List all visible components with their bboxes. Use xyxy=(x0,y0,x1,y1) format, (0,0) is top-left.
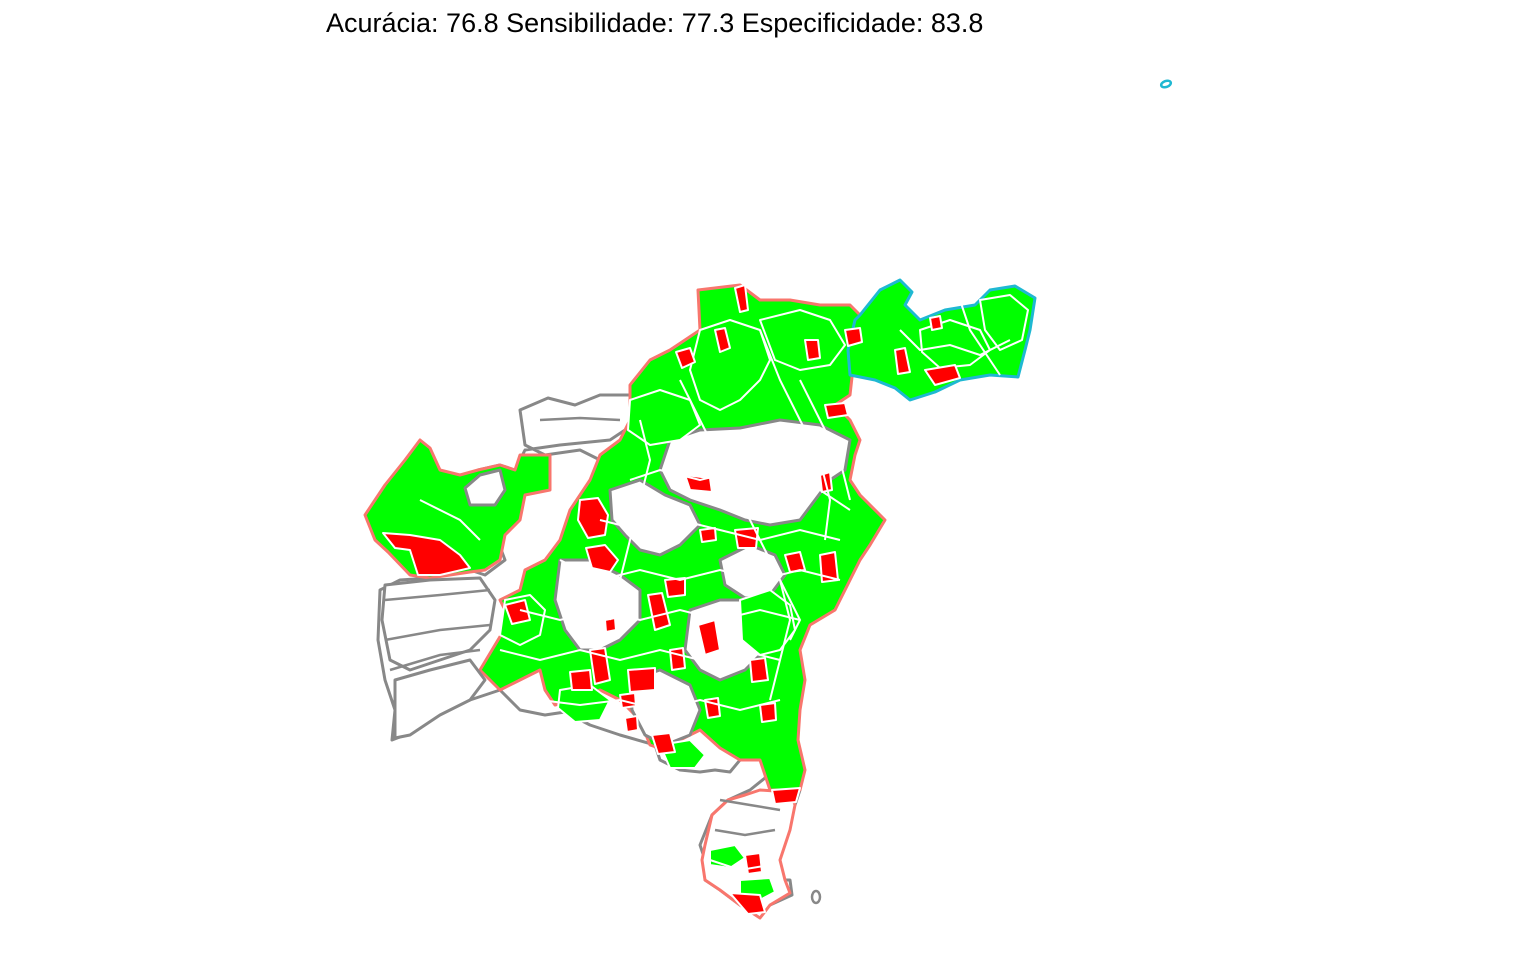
miss-31 xyxy=(624,715,639,733)
border-13 xyxy=(719,809,781,852)
grey-patch-1 xyxy=(658,418,852,527)
grey-island xyxy=(810,889,822,905)
miss-4 xyxy=(734,284,749,313)
miss-5 xyxy=(675,347,696,369)
border-14 xyxy=(709,859,771,872)
miss-19 xyxy=(664,577,686,598)
miss-33 xyxy=(651,732,676,755)
plot-title: Acurácia: 76.8 Sensibilidade: 77.3 Espec… xyxy=(326,8,984,38)
grey-border-6 xyxy=(714,828,776,837)
border-15 xyxy=(419,499,481,541)
miss-20 xyxy=(647,592,671,631)
border-12 xyxy=(959,299,1001,376)
border-11 xyxy=(899,329,1011,357)
miss-21 xyxy=(504,599,531,625)
hit-municipalities xyxy=(499,294,1029,901)
border-4 xyxy=(519,608,801,622)
municipality-borders xyxy=(419,299,1011,872)
grey-patch-9 xyxy=(393,658,487,740)
miss-27 xyxy=(669,647,686,671)
miss-16 xyxy=(734,527,759,549)
grey-patch-2 xyxy=(608,478,702,557)
miss-11 xyxy=(929,315,943,331)
border-10 xyxy=(799,379,851,501)
miss-3 xyxy=(585,544,619,573)
miss-17 xyxy=(784,551,806,573)
miss-8 xyxy=(804,339,821,361)
border-5 xyxy=(499,648,781,662)
miss-7 xyxy=(844,327,863,347)
miss-15 xyxy=(699,527,717,543)
grey-border-4 xyxy=(539,416,621,422)
grey-border-3 xyxy=(389,648,481,672)
grey-border-1 xyxy=(384,588,491,602)
border-1 xyxy=(629,468,851,511)
hit-2 xyxy=(759,309,846,371)
miss-22 xyxy=(604,617,617,633)
miss-25 xyxy=(569,669,593,691)
hit-11 xyxy=(979,294,1029,351)
miss-6 xyxy=(714,327,731,353)
miss-35 xyxy=(744,852,763,875)
border-8 xyxy=(759,329,832,541)
border-3 xyxy=(559,559,841,582)
grey-border-2 xyxy=(384,623,491,642)
miss-10 xyxy=(894,347,911,375)
border-16 xyxy=(779,579,802,641)
miss-34 xyxy=(771,787,801,805)
hit-1 xyxy=(689,319,771,411)
hit-4 xyxy=(739,589,796,656)
miss-28 xyxy=(749,657,769,683)
miss-23 xyxy=(697,619,721,656)
border-2 xyxy=(599,518,841,542)
grey-patch-7 xyxy=(463,468,507,507)
miss-29 xyxy=(619,692,637,709)
region-a-island xyxy=(1159,79,1173,89)
miss-1 xyxy=(382,532,471,576)
miss-9 xyxy=(824,402,849,419)
hit-3 xyxy=(627,389,701,446)
border-7 xyxy=(679,379,792,701)
miss-36 xyxy=(729,892,766,915)
border-6 xyxy=(539,698,781,712)
grey-border-5 xyxy=(719,798,781,812)
border-9 xyxy=(609,419,652,621)
grey-borders xyxy=(384,416,781,837)
miss-12 xyxy=(924,364,961,386)
miss-municipalities xyxy=(382,284,961,915)
miss-26 xyxy=(627,667,656,693)
miss-32 xyxy=(759,702,777,723)
miss-2 xyxy=(577,497,609,539)
